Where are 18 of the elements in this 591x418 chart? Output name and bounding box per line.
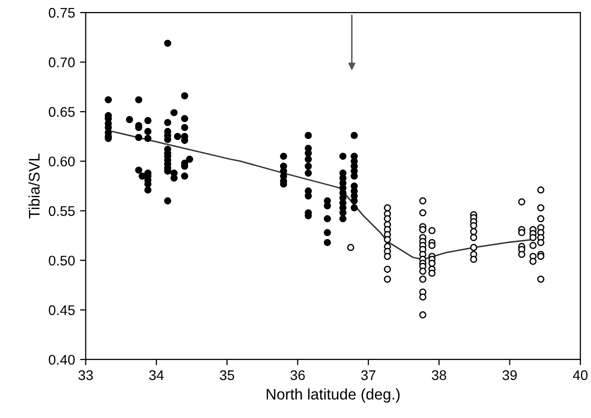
y-tick-label: 0.60 — [48, 156, 75, 166]
y-tick-label: 0.50 — [48, 256, 75, 266]
x-tick-label: 33 — [78, 370, 93, 380]
x-axis-title: North latitude (deg.) — [266, 388, 400, 403]
x-tick-label: 40 — [572, 370, 588, 380]
y-tick-label: 0.75 — [48, 8, 75, 18]
y-tick-label: 0.65 — [48, 107, 75, 117]
x-tick-label: 39 — [502, 370, 517, 380]
x-tick-label: 37 — [361, 370, 376, 380]
x-tick-label: 34 — [149, 370, 164, 380]
y-tick-label: 0.55 — [48, 206, 75, 216]
x-tick-label: 35 — [220, 370, 234, 380]
y-tick-label: 0.45 — [48, 305, 75, 316]
y-tick-label: 0.40 — [48, 354, 75, 365]
y-tick-label: 0.70 — [48, 57, 75, 68]
x-tick-label: 36 — [290, 370, 305, 380]
x-tick-label: 38 — [432, 370, 446, 380]
y-axis-title: Tibia/SVL — [28, 154, 40, 218]
